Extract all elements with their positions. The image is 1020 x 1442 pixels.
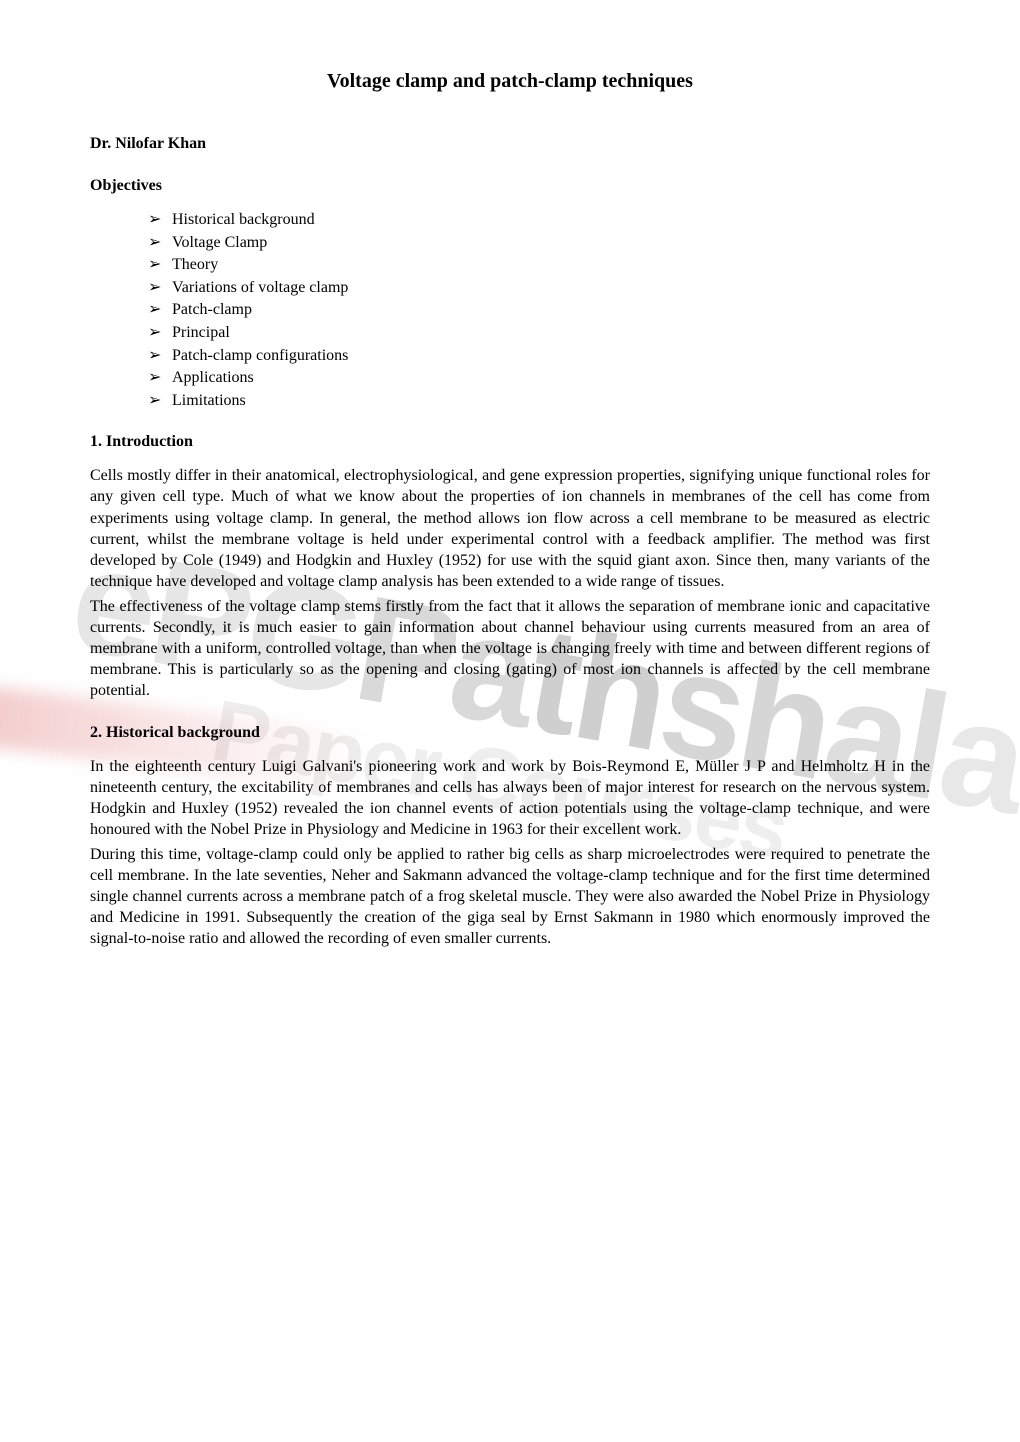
historical-paragraph-2: During this time, voltage-clamp could on…: [90, 844, 930, 950]
list-item: Patch-clamp: [148, 299, 930, 321]
list-item: Limitations: [148, 390, 930, 412]
list-item: Applications: [148, 367, 930, 389]
list-item: Principal: [148, 322, 930, 344]
list-item: Variations of voltage clamp: [148, 277, 930, 299]
historical-heading: 2. Historical background: [90, 724, 930, 742]
historical-paragraph-1: In the eighteenth century Luigi Galvani'…: [90, 756, 930, 840]
objectives-list: Historical background Voltage Clamp Theo…: [90, 209, 930, 411]
list-item: Patch-clamp configurations: [148, 345, 930, 367]
objectives-heading: Objectives: [90, 177, 930, 195]
introduction-paragraph-2: The effectiveness of the voltage clamp s…: [90, 596, 930, 702]
introduction-paragraph-1: Cells mostly differ in their anatomical,…: [90, 465, 930, 592]
author-name: Dr. Nilofar Khan: [90, 135, 930, 153]
list-item: Historical background: [148, 209, 930, 231]
list-item: Voltage Clamp: [148, 232, 930, 254]
page-title: Voltage clamp and patch-clamp techniques: [90, 70, 930, 93]
introduction-heading: 1. Introduction: [90, 433, 930, 451]
list-item: Theory: [148, 254, 930, 276]
